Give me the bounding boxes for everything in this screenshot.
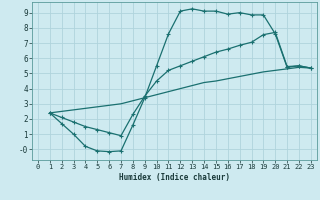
X-axis label: Humidex (Indice chaleur): Humidex (Indice chaleur): [119, 173, 230, 182]
